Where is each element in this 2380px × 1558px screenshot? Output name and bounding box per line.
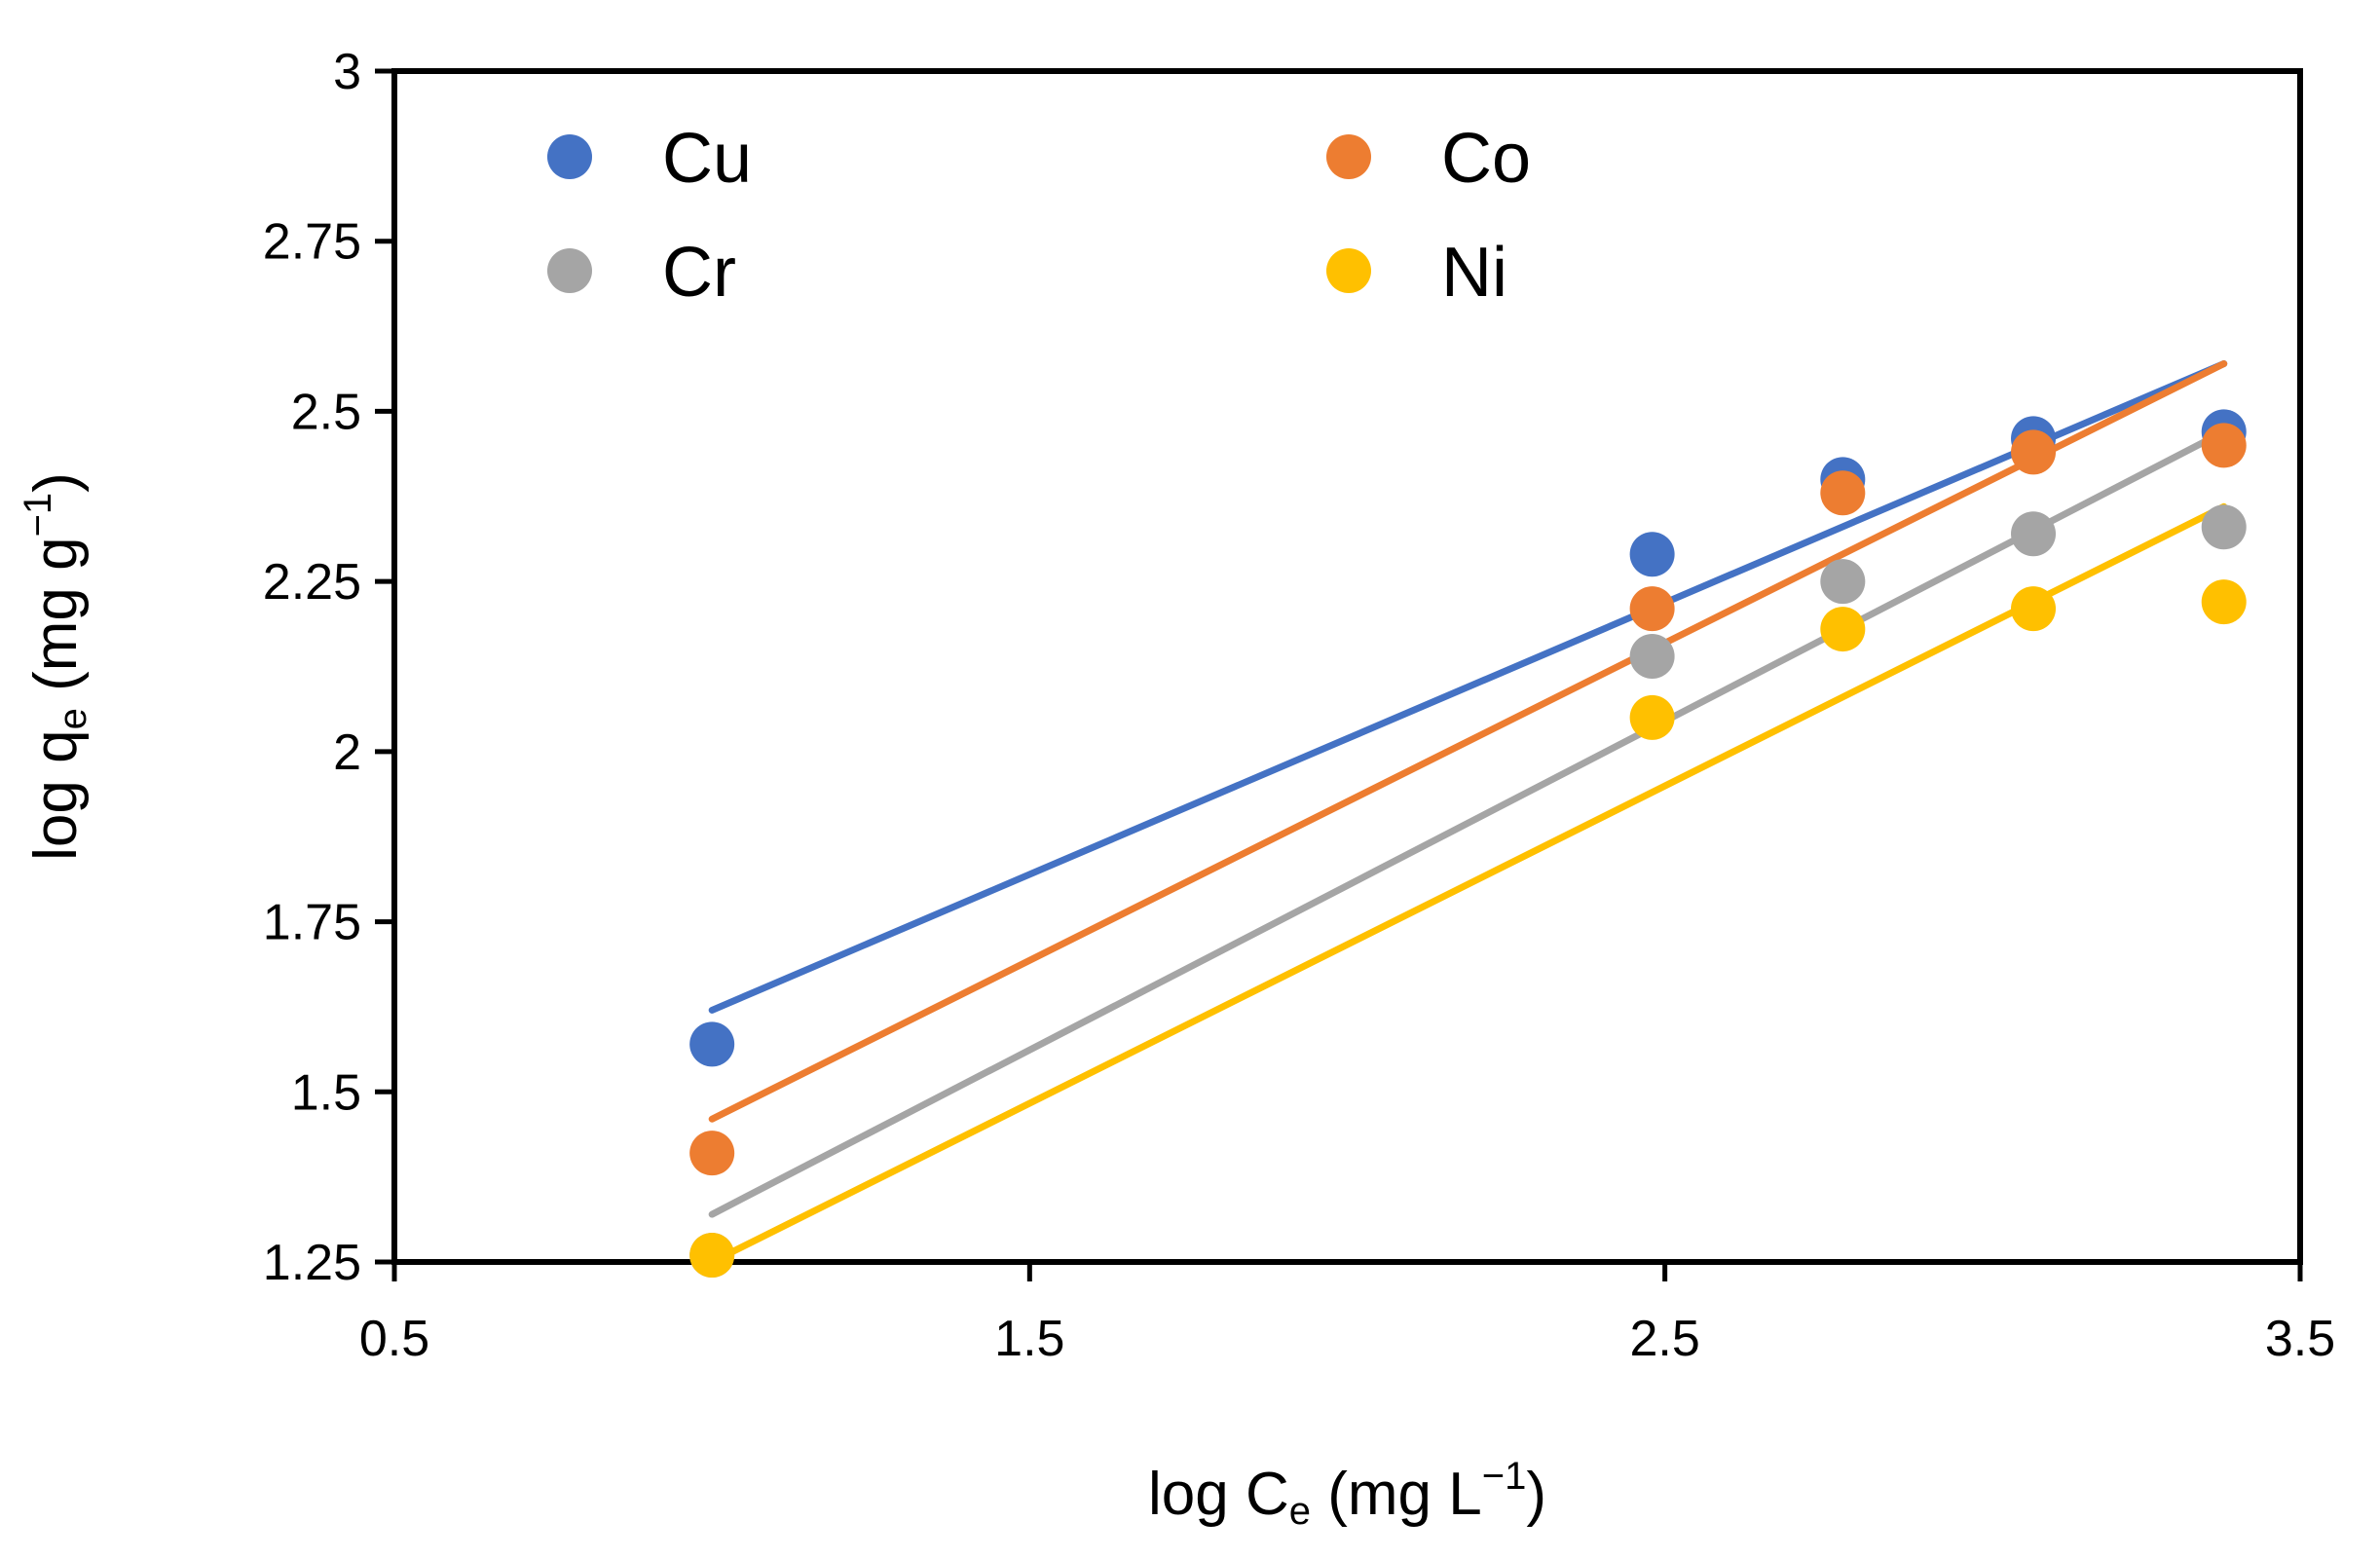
legend-marker-co [1326,134,1371,179]
x-axis-ticks: 0.5 1.5 2.5 3.5 [359,1262,2335,1367]
point-co [2201,423,2247,468]
point-co [2011,429,2057,475]
legend-marker-ni [1326,248,1371,293]
y-axis-title: log qe (mg g−1) [17,472,94,861]
point-cr [1629,634,1675,680]
fit-line-cu [708,360,2228,1014]
plot-frame [391,68,2303,1265]
fit-line-co [708,360,2228,1123]
y-tick-label: 2 [333,724,361,781]
legend-label-co: Co [1441,120,1531,198]
point-ni [1629,694,1675,740]
legend-label-cu: Cu [662,120,752,198]
legend-label-cr: Cr [662,234,736,312]
point-co [1820,470,1866,516]
y-tick-label: 2.5 [291,384,361,440]
y-tick-label: 2.25 [263,554,361,611]
legend-marker-cr [547,248,592,293]
point-cu [689,1021,735,1067]
x-tick-label: 1.5 [994,1311,1064,1367]
legend-marker-cu [547,134,592,179]
y-tick-label: 1.75 [263,895,361,951]
plot-area [391,68,2303,1265]
y-tick-label: 1.25 [263,1235,361,1291]
legend-label-ni: Ni [1441,234,1507,312]
data-points [689,409,2247,1279]
x-tick-label: 0.5 [359,1311,429,1367]
fit-lines [708,360,2228,1266]
legend: Cu Co Cr Ni [547,120,1531,312]
point-ni [2201,579,2247,625]
point-co [689,1131,735,1176]
x-axis-title: log Ce (mg L−1) [1148,1455,1546,1533]
fit-line-ni [708,502,2228,1266]
fit-line-cr [708,427,2228,1218]
point-cr [2011,511,2057,557]
x-tick-label: 2.5 [1630,1311,1700,1367]
point-cu [1629,532,1675,577]
y-tick-label: 3 [333,44,361,100]
point-ni [2011,586,2057,632]
point-cr [2201,504,2247,550]
y-axis-ticks: 1.25 1.5 1.75 2 2.25 2.5 2.75 3 [263,44,394,1291]
point-ni [1820,607,1866,652]
y-tick-label: 2.75 [263,214,361,271]
y-tick-label: 1.5 [291,1064,361,1121]
x-tick-label: 3.5 [2265,1311,2335,1367]
point-co [1629,586,1675,632]
point-ni [689,1233,735,1279]
point-cr [1820,559,1866,605]
